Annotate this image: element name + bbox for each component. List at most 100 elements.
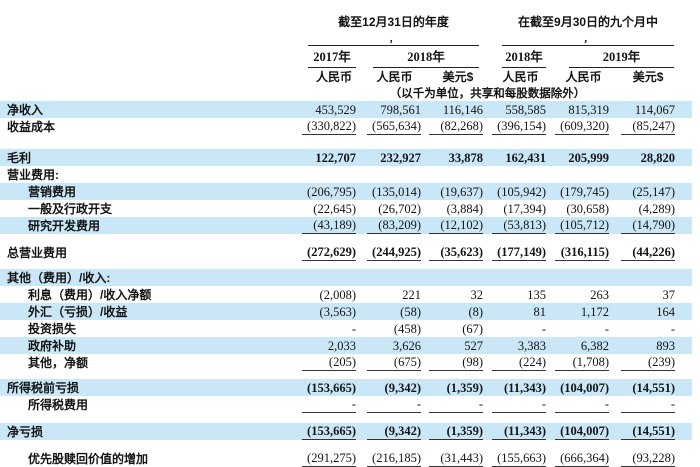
cell-value: 114,067 [609, 101, 676, 118]
cell-value: (14,551) [609, 423, 676, 440]
cell-value: (26,702) [378, 202, 421, 216]
cell-value: (1,708) [546, 354, 610, 371]
group-rule-annual: ， [308, 35, 480, 46]
cell-value: (8) [421, 303, 484, 320]
cell-value [546, 269, 610, 286]
cell-value: (9,342) [356, 423, 421, 440]
cell-value: (35,623) [421, 244, 484, 261]
cell-value [356, 166, 421, 183]
cell-value: (2,008) [319, 288, 356, 302]
cell-value: (272,629) [300, 244, 356, 261]
year-header-2017: 2017年 [308, 46, 356, 68]
year-header-2019: 2019年 [569, 46, 675, 68]
cell-value: (206,795) [300, 183, 356, 200]
cell-value: (53,813) [483, 217, 547, 234]
currency-header: 人民币 [315, 70, 352, 84]
table-row: 净收入 453,529 798,561 116,146 558,585 815,319 11… [0, 101, 693, 118]
cell-value: (239) [609, 354, 676, 371]
cell-value: (177,149) [483, 244, 547, 261]
cell-value: 558,585 [483, 101, 547, 118]
cell-value: (1,359) [421, 379, 484, 396]
spacer-row [0, 371, 693, 379]
cell-value [609, 166, 675, 183]
table-row: 营销费用 (206,795) (135,014) (19,637) (105,942)(… [0, 183, 693, 200]
cell-value: (44,226) [609, 244, 676, 261]
cell-value: 798,561 [356, 101, 421, 118]
cell-value: (179,745) [546, 183, 610, 200]
cell-value: 893 [609, 337, 676, 354]
table-row: 净亏损 (153,665) (9,342) (1,359) (11,343) (104,0… [0, 423, 693, 440]
cell-value: (31,443) [421, 450, 484, 467]
currency-header: 人民币 [502, 70, 539, 84]
row-label: 营销费用 [0, 183, 300, 200]
table-row: 营业费用: [0, 166, 692, 183]
cell-value: (291,275) [300, 450, 356, 467]
year-header-2018-interim: 2018年 [502, 46, 547, 68]
table-row: 其他（费用）/收入: [0, 269, 693, 286]
spacer-row [0, 135, 693, 149]
table-row: 一般及行政开支 (22,645) (26,702) (3,884) (17,394) (3… [0, 200, 692, 217]
cell-value [421, 166, 483, 183]
row-label: 净亏损 [0, 423, 300, 440]
table-row: 投资损失 - (458) (67) - - - [0, 320, 692, 337]
table-row: 其他，净额 (205) (675) (98) (224) (1,708) (239) [0, 354, 692, 371]
currency-header: 人民币 [565, 70, 602, 84]
cell-value: (19,637) [421, 183, 484, 200]
row-label: 总营业费用 [7, 246, 68, 260]
cell-value: 3,626 [356, 337, 421, 354]
row-label: 利息（费用）/收入净额 [28, 288, 152, 302]
units-note: （以千为单位，共享和每股数据除外） [389, 88, 586, 100]
cell-value: - [351, 322, 356, 336]
table-row: 毛利 122,707 232,927 33,878 162,431 205,999 28,8… [0, 149, 693, 166]
row-label: 净收入 [0, 101, 300, 118]
row-label: 收益成本 [7, 120, 56, 134]
table-row: 收益成本 (330,822) (565,634) (82,268) (396,154)(… [0, 118, 692, 135]
cell-value: (58) [356, 303, 421, 320]
table-row: 优先股赎回价值的增加 (291,275) (216,185) (31,443) (155… [0, 450, 692, 467]
cell-value: - [483, 396, 547, 413]
table-body: 净收入 453,529 798,561 116,146 558,585 815,319 11… [0, 101, 693, 467]
financial-table: 截至12月31日的年度 在截至9月30日的九个月中 ， ， 2017年 2018… [0, 6, 693, 467]
cell-value: (14,551) [609, 379, 676, 396]
cell-value: 116,146 [421, 101, 484, 118]
row-label: 一般及行政开支 [28, 202, 113, 216]
cell-value [609, 269, 676, 286]
cell-value: (3,563) [300, 303, 356, 320]
cell-value: (330,822) [300, 118, 356, 135]
period-group-row: 截至12月31日的年度 在截至9月30日的九个月中 [0, 6, 692, 30]
cell-value: (316,115) [546, 244, 610, 261]
table-row: 所得税前亏损 (153,665) (9,342) (1,359) (11,343) (10… [0, 379, 693, 396]
year-header-row: 2017年 2018年 2018年 2019年 [0, 46, 692, 68]
cell-value: 122,707 [300, 149, 356, 166]
cell-value: - [670, 322, 676, 336]
row-label: 优先股赎回价值的增加 [28, 452, 149, 466]
currency-header: 美元$ [632, 70, 664, 84]
cell-value: (105,942) [483, 183, 547, 200]
currency-header: 人民币 [376, 70, 413, 84]
period-group-title-annual: 截至12月31日的年度 [338, 15, 449, 29]
cell-value: 3,383 [483, 337, 547, 354]
cell-value: (153,665) [300, 423, 356, 440]
cell-value: (104,007) [546, 423, 610, 440]
cell-value: (609,320) [546, 118, 610, 135]
cell-value: - [541, 322, 547, 336]
cell-value [483, 269, 547, 286]
cell-value: 164 [609, 303, 676, 320]
cell-value: (135,014) [356, 183, 421, 200]
period-group-title-nine-months: 在截至9月30日的九个月中 [518, 15, 659, 29]
cell-value: - [604, 322, 610, 336]
cell-value: 6,382 [546, 337, 610, 354]
spacer-row [0, 413, 693, 423]
cell-value: 2,033 [300, 337, 356, 354]
cell-value: (85,247) [609, 118, 676, 135]
cell-value: (12,102) [421, 217, 484, 234]
cell-value [483, 166, 546, 183]
cell-value: (105,712) [546, 217, 610, 234]
row-label: 其他（费用）/收入: [0, 269, 300, 286]
cell-value: (3,884) [446, 202, 484, 216]
cell-value: (1,359) [421, 423, 484, 440]
group-rule-nine-months: ， [502, 35, 675, 46]
spacer-row [0, 261, 693, 269]
row-label: 其他，净额 [28, 356, 89, 370]
